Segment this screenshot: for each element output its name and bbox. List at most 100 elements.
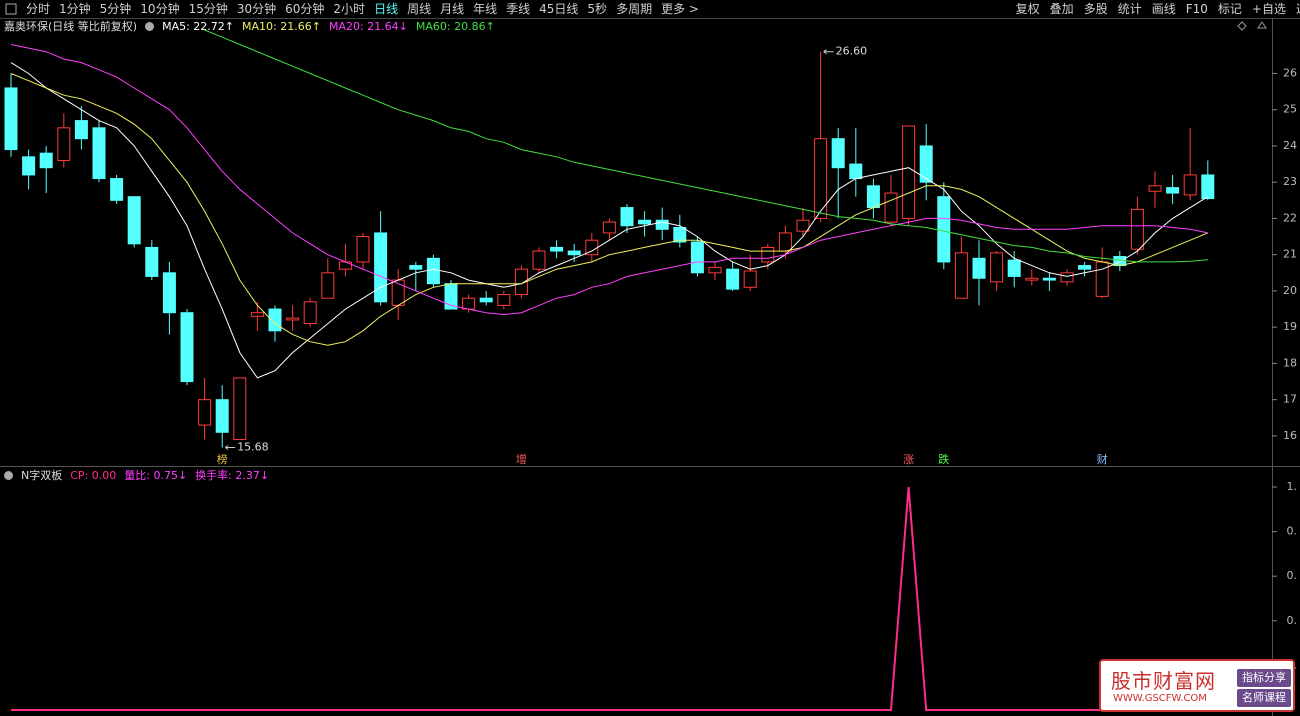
candle-body xyxy=(198,399,212,426)
candle-body xyxy=(426,257,440,285)
toolbar-tab[interactable]: 日线 xyxy=(374,2,399,16)
toolbar-tab[interactable]: 月线 xyxy=(440,2,465,16)
y-tick-label: 20 xyxy=(1283,284,1297,297)
candle-body xyxy=(1148,185,1162,192)
candle-body xyxy=(655,219,669,230)
candle-body xyxy=(39,152,53,169)
candle-body xyxy=(849,163,863,180)
candle-body xyxy=(972,257,986,279)
header-icon xyxy=(4,471,13,480)
candle-body xyxy=(1007,259,1021,277)
legend-entry: MA60: 20.86↑ xyxy=(415,20,495,33)
legend-entry: CP: 0.00 xyxy=(70,469,117,482)
toolbar-tab[interactable]: 年线 xyxy=(473,2,498,16)
toolbar-tab[interactable]: 季线 xyxy=(506,2,531,16)
candle-body xyxy=(303,301,317,325)
y-tick-label: 0. xyxy=(1287,614,1298,627)
candle-body xyxy=(356,236,370,263)
candle-body xyxy=(1130,208,1144,250)
toolbar-button[interactable]: F10 xyxy=(1185,2,1208,16)
candle-body xyxy=(778,232,792,252)
candle-body xyxy=(690,241,704,274)
toolbar-button[interactable]: 统计 xyxy=(1117,2,1142,16)
main-header: 嘉奥环保(日线 等比前复权) MA5: 22.72↑ MA10: 21.66↑ MA… xyxy=(4,20,495,34)
toolbar-button[interactable]: 复权 xyxy=(1015,2,1040,16)
y-tick-label: 17 xyxy=(1283,393,1297,406)
candle-body xyxy=(57,127,71,161)
signal-marker: 跌 xyxy=(938,452,949,466)
toolbar-tab[interactable]: 5分钟 xyxy=(99,2,132,16)
toolbar-tab[interactable]: 更多 > xyxy=(661,2,699,16)
candle-body xyxy=(145,246,159,277)
toolbar-tab[interactable]: 周线 xyxy=(407,2,432,16)
toolbar-tab[interactable]: 15分钟 xyxy=(188,2,228,16)
candle-body xyxy=(954,252,968,299)
watermark-url: WWW.GSCFW.COM xyxy=(1113,693,1207,704)
toolbar-button[interactable]: 画线 xyxy=(1151,2,1176,16)
candle-body xyxy=(602,221,616,234)
toolbar-button[interactable]: 多股 xyxy=(1083,2,1108,16)
candle-body xyxy=(338,261,352,270)
y-tick-label: 16 xyxy=(1283,429,1297,442)
candle-body xyxy=(215,399,229,433)
candle-body xyxy=(162,272,176,314)
candle-body xyxy=(1201,174,1215,200)
y-tick-label: 0. xyxy=(1287,525,1298,538)
toolbar-tab[interactable]: 2小时 xyxy=(333,2,366,16)
candle-body xyxy=(919,145,933,183)
legend-entry: MA20: 21.64↓ xyxy=(328,20,408,33)
toolbar-tab[interactable]: 1分钟 xyxy=(59,2,91,16)
toolbar-tab[interactable]: 30分钟 xyxy=(236,2,277,16)
y-tick-label: 19 xyxy=(1283,320,1297,333)
candle-body xyxy=(937,196,951,263)
y-tick-label: 26 xyxy=(1283,66,1297,79)
y-tick-label: 0. xyxy=(1287,569,1298,582)
ma-line xyxy=(10,62,1209,379)
candle-body xyxy=(831,138,845,169)
candle-body xyxy=(233,377,247,441)
header-icon xyxy=(145,22,155,31)
annotation-label: 26.60 xyxy=(836,45,868,58)
candle-body xyxy=(990,252,1004,283)
candle-body xyxy=(532,250,546,270)
candle-body xyxy=(479,297,493,303)
annotation-label: 15.68 xyxy=(237,441,269,454)
y-tick-label: 21 xyxy=(1283,248,1297,261)
stock-title: 嘉奥环保(日线 等比前复权) xyxy=(4,20,138,33)
toolbar-tab[interactable]: 10分钟 xyxy=(140,2,180,16)
y-tick-label: 1. xyxy=(1287,480,1298,493)
candle-body xyxy=(1166,187,1180,194)
toolbar-button[interactable]: 叠加 xyxy=(1049,2,1074,16)
toolbar-tab[interactable]: 60分钟 xyxy=(285,2,325,16)
legend-entry: MA5: 22.72↑ xyxy=(162,20,235,33)
toolbar-button[interactable]: 标记 xyxy=(1217,2,1242,16)
signal-marker: 榜 xyxy=(217,452,228,466)
toolbar: 分时 1分钟 5分钟 10分钟 15分钟 30分钟 60分钟 2小时 日线 周线 月线 年线 季线 45日… xyxy=(0,0,1300,18)
candle-body xyxy=(514,268,528,296)
candle-body xyxy=(497,294,511,306)
menu-icon xyxy=(5,3,17,15)
candle-body xyxy=(374,232,388,303)
candle-body xyxy=(1078,265,1092,270)
candle-body xyxy=(902,125,916,219)
toolbar-button[interactable]: +自选 xyxy=(1251,2,1286,16)
indicator-value: 换手率: 2.37↓ xyxy=(195,469,270,482)
toolbar-button[interactable]: 返 xyxy=(1296,0,1300,18)
toolbar-tab[interactable]: 45日线 xyxy=(539,2,579,16)
candle-body xyxy=(1042,277,1056,281)
candle-body xyxy=(866,185,880,209)
candle-body xyxy=(814,138,828,219)
indicator-title: N字双板 xyxy=(21,469,63,482)
candle-body xyxy=(127,196,141,245)
ma-line xyxy=(10,73,1208,346)
annotation-arrow xyxy=(823,49,834,55)
toolbar-tab[interactable]: 5秒 xyxy=(587,2,608,16)
candle-body xyxy=(250,312,264,317)
toolbar-tab[interactable]: 分时 xyxy=(26,2,51,16)
toolbar-tab[interactable]: 多周期 xyxy=(616,2,653,16)
indicator-value: 量比: 0.75↓ xyxy=(124,469,188,482)
candle-body xyxy=(462,297,476,310)
